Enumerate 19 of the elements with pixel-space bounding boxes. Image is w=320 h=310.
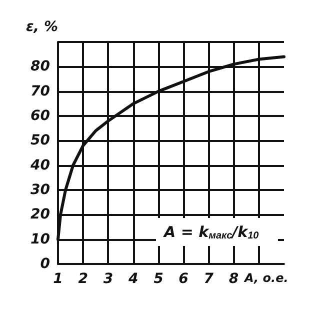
x-tick-label: 2 bbox=[78, 271, 88, 287]
y-tick-label: 0 bbox=[40, 256, 50, 272]
x-tick-label: 7 bbox=[204, 271, 214, 287]
x-tick-label: 8 bbox=[228, 271, 239, 287]
y-tick-label: 20 bbox=[30, 206, 50, 223]
x-tick-label: 1 bbox=[53, 271, 63, 287]
y-tick-label: 60 bbox=[30, 108, 50, 124]
x-tick-label: 3 bbox=[103, 271, 114, 287]
y-tick-label: 70 bbox=[30, 83, 50, 100]
x-tick-label: 5 bbox=[154, 271, 164, 287]
x-axis-title: A, о.е. bbox=[244, 271, 288, 285]
x-tick-label: 4 bbox=[127, 271, 138, 287]
y-tick-label: 40 bbox=[30, 157, 50, 174]
y-tick-label: 80 bbox=[30, 58, 50, 75]
y-tick-label: 50 bbox=[30, 132, 50, 149]
y-tick-label: 30 bbox=[30, 182, 50, 198]
y-tick-label: 10 bbox=[30, 231, 50, 248]
x-tick-label: 6 bbox=[178, 271, 189, 287]
y-axis-title: ε, % bbox=[26, 19, 58, 35]
